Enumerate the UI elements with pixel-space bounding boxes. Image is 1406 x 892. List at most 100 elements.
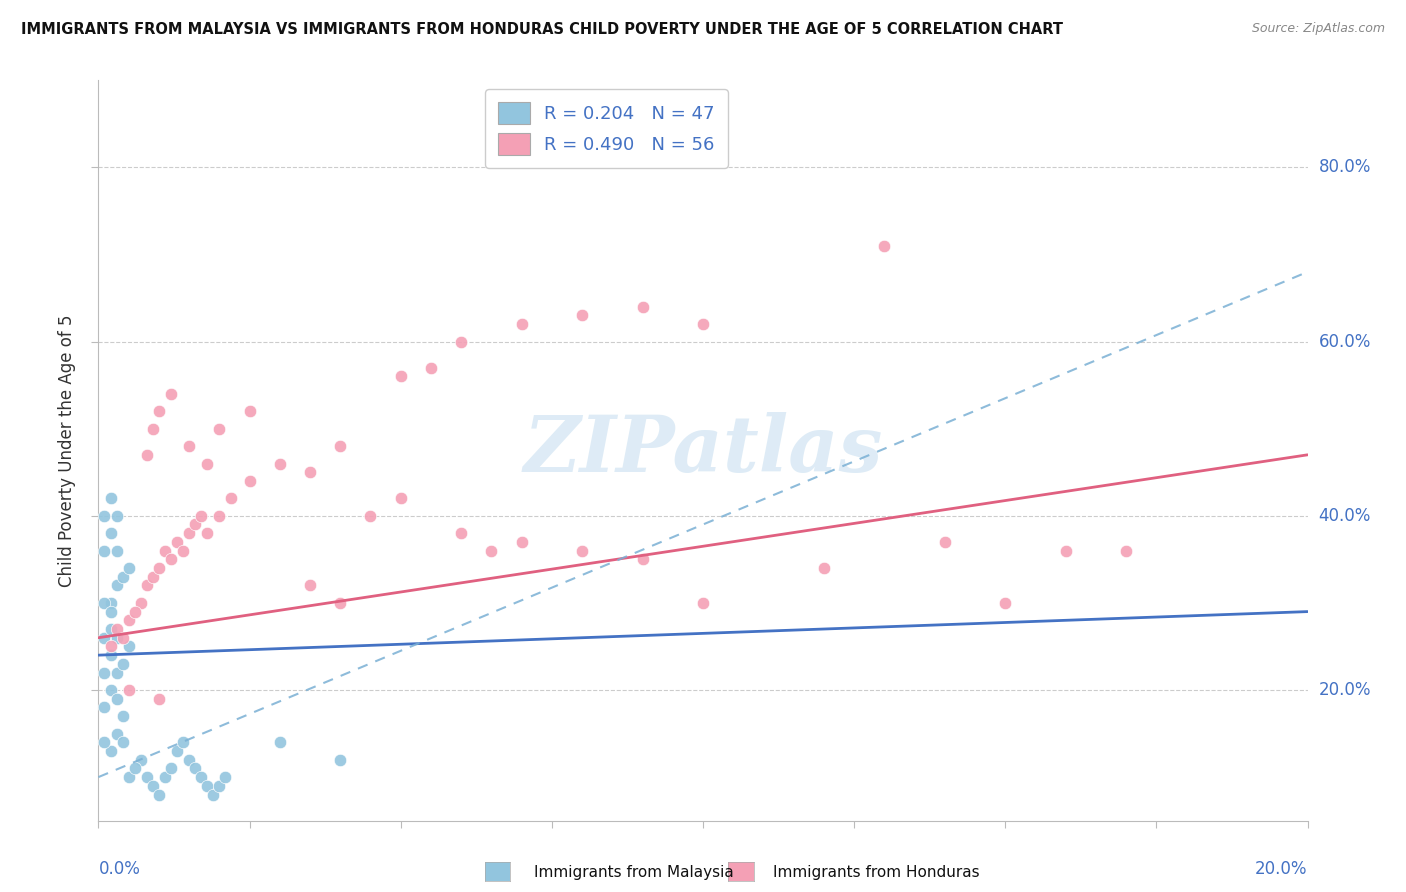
Point [105, 691, 128, 706]
Point [111, 709, 134, 723]
Point [111, 657, 134, 671]
Point [118, 683, 141, 698]
Point [160, 552, 183, 566]
Text: 80.0%: 80.0% [1319, 159, 1371, 177]
Point [202, 788, 225, 802]
Point [93, 596, 115, 610]
Point [129, 753, 152, 767]
Point [100, 526, 122, 541]
Point [148, 691, 170, 706]
Point [692, 596, 714, 610]
Point [510, 535, 533, 549]
Point [195, 457, 218, 471]
Point [299, 578, 322, 592]
Point [105, 543, 128, 558]
Point [111, 570, 134, 584]
Point [179, 526, 201, 541]
Point [148, 788, 170, 802]
Point [510, 317, 533, 331]
Point [148, 404, 170, 418]
Text: Immigrants from Malaysia: Immigrants from Malaysia [534, 865, 734, 880]
Point [100, 622, 122, 636]
Point [166, 535, 188, 549]
Point [420, 360, 443, 375]
Point [481, 543, 503, 558]
Point [93, 665, 115, 680]
Point [934, 535, 956, 549]
Point [873, 239, 896, 253]
Point [93, 508, 115, 523]
Point [190, 508, 212, 523]
Point [450, 526, 472, 541]
Point [813, 561, 835, 575]
Point [111, 735, 134, 749]
Point [1054, 543, 1077, 558]
Point [160, 761, 183, 775]
Point [105, 578, 128, 592]
Point [93, 735, 115, 749]
Point [172, 735, 194, 749]
Point [190, 770, 212, 784]
Text: Source: ZipAtlas.com: Source: ZipAtlas.com [1251, 22, 1385, 36]
Point [172, 543, 194, 558]
Point [118, 770, 141, 784]
Point [631, 552, 654, 566]
Point [1115, 543, 1137, 558]
Point [105, 665, 128, 680]
Point [360, 508, 382, 523]
Point [100, 744, 122, 758]
Point [100, 648, 122, 662]
Text: 40.0%: 40.0% [1319, 507, 1371, 524]
Point [118, 613, 141, 627]
Point [389, 369, 412, 384]
Point [124, 605, 146, 619]
Point [93, 631, 115, 645]
Point [179, 753, 201, 767]
Point [329, 596, 352, 610]
Point [142, 779, 165, 793]
Point [153, 770, 176, 784]
Point [100, 605, 122, 619]
Point [269, 457, 291, 471]
Point [239, 404, 262, 418]
Legend: R = 0.204   N = 47, R = 0.490   N = 56: R = 0.204 N = 47, R = 0.490 N = 56 [485, 89, 728, 168]
Point [118, 640, 141, 654]
Point [100, 683, 122, 698]
Text: 20.0%: 20.0% [1256, 860, 1308, 878]
Point [93, 543, 115, 558]
Y-axis label: Child Poverty Under the Age of 5: Child Poverty Under the Age of 5 [58, 314, 76, 587]
Point [214, 770, 236, 784]
Point [208, 508, 231, 523]
Point [195, 526, 218, 541]
Point [994, 596, 1017, 610]
Point [179, 439, 201, 453]
Point [299, 465, 322, 479]
Text: 0.0%: 0.0% [98, 860, 141, 878]
Point [105, 622, 128, 636]
Text: ZIPatlas: ZIPatlas [523, 412, 883, 489]
Point [166, 744, 188, 758]
Point [100, 640, 122, 654]
Point [208, 422, 231, 436]
Point [184, 761, 207, 775]
Point [100, 596, 122, 610]
Point [93, 700, 115, 714]
Point [105, 726, 128, 740]
Point [329, 753, 352, 767]
Point [111, 631, 134, 645]
Point [571, 543, 593, 558]
Text: IMMIGRANTS FROM MALAYSIA VS IMMIGRANTS FROM HONDURAS CHILD POVERTY UNDER THE AGE: IMMIGRANTS FROM MALAYSIA VS IMMIGRANTS F… [21, 22, 1063, 37]
Point [124, 761, 146, 775]
Point [269, 735, 291, 749]
Point [105, 631, 128, 645]
Point [153, 543, 176, 558]
Point [160, 387, 183, 401]
Point [239, 474, 262, 488]
Point [195, 779, 218, 793]
Point [118, 561, 141, 575]
Point [208, 779, 231, 793]
Point [135, 770, 157, 784]
Point [329, 439, 352, 453]
Text: 60.0%: 60.0% [1319, 333, 1371, 351]
Point [135, 578, 157, 592]
